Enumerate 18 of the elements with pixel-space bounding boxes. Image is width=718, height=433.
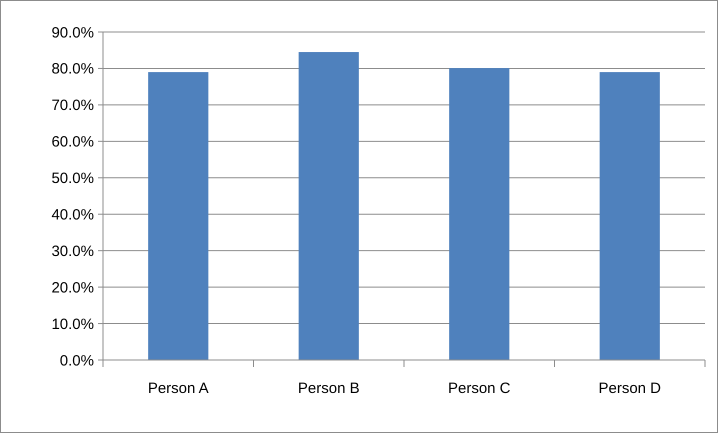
y-tick-label: 60.0% — [51, 134, 94, 151]
y-tick-label: 0.0% — [60, 352, 94, 370]
y-tick-label: 20.0% — [51, 279, 94, 296]
x-tick-label: Person D — [598, 380, 662, 397]
y-tick-label: 80.0% — [51, 60, 94, 78]
x-tick-label: Person A — [148, 380, 209, 397]
bar — [449, 68, 510, 360]
bar — [148, 72, 208, 360]
bar — [298, 52, 359, 360]
y-tick-label: 50.0% — [51, 170, 94, 188]
x-tick-label: Person B — [298, 380, 360, 397]
x-tick-label: Person C — [448, 380, 511, 397]
y-tick-label: 70.0% — [51, 97, 94, 114]
bar — [600, 72, 660, 360]
y-tick-label: 40.0% — [51, 206, 94, 224]
y-tick-label: 90.0% — [51, 24, 94, 42]
y-tick-label: 30.0% — [51, 242, 94, 260]
y-tick-label: 10.0% — [51, 316, 94, 333]
